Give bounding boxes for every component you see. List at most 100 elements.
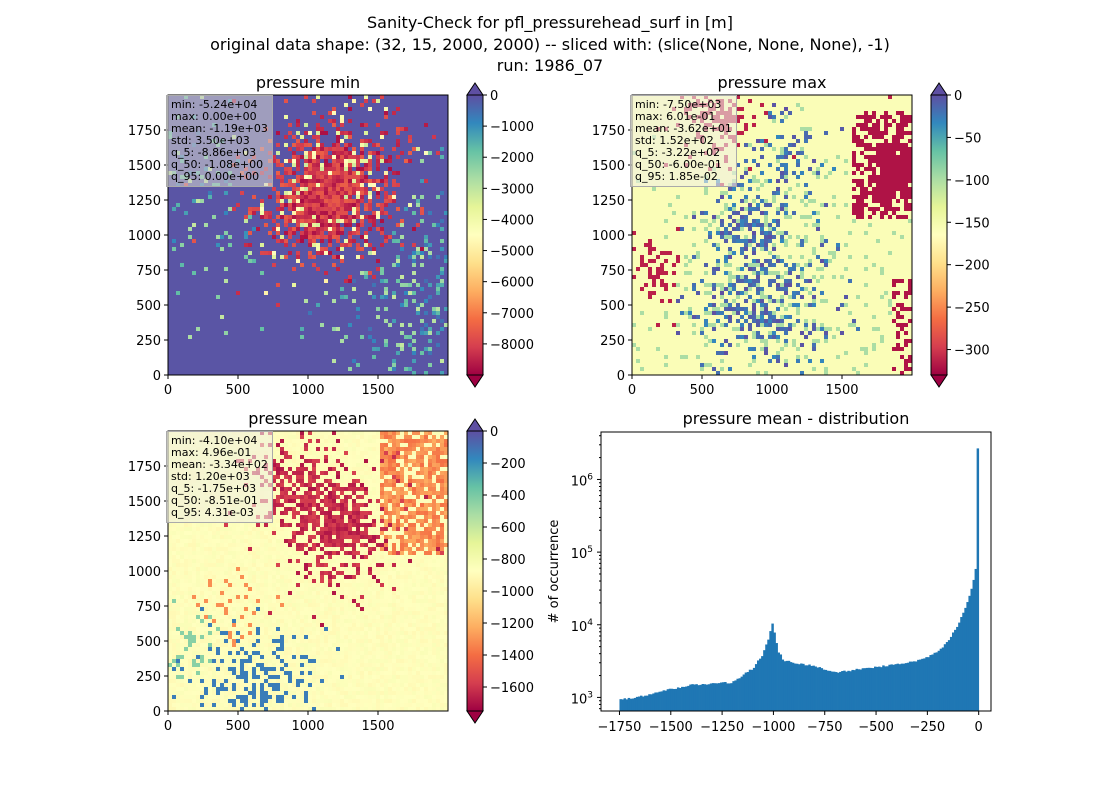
heatmap-cell — [292, 319, 297, 324]
heatmap-cell — [252, 279, 257, 284]
heatmap-cell — [428, 211, 433, 216]
heatmap-cell — [272, 239, 277, 244]
heatmap-cell — [296, 143, 301, 148]
heatmap-cell — [308, 247, 313, 252]
heatmap-cell — [368, 215, 373, 220]
heatmap-cell — [396, 251, 401, 256]
heatmap-cell — [260, 283, 265, 288]
heatmap-cell — [412, 303, 417, 308]
heatmap-cell — [420, 115, 425, 120]
heatmap-cell — [180, 103, 185, 108]
heatmap-cell — [320, 223, 325, 228]
heatmap-cell — [304, 223, 309, 228]
heatmap-cell — [308, 131, 313, 136]
heatmap-cell — [232, 227, 237, 232]
heatmap-cell — [424, 295, 429, 300]
heatmap-cell — [264, 131, 269, 136]
heatmap-cell — [176, 255, 181, 260]
heatmap-cell — [264, 243, 269, 248]
heatmap-cell — [272, 283, 277, 288]
heatmap-cell — [436, 363, 441, 368]
heatmap-cell — [172, 303, 177, 308]
heatmap-cell — [336, 99, 341, 104]
heatmap-cell — [212, 195, 217, 200]
heatmap-cell — [204, 135, 209, 140]
heatmap-cell — [228, 143, 233, 148]
heatmap-cell — [300, 275, 305, 280]
heatmap-cell — [404, 291, 409, 296]
heatmap-cell — [432, 203, 437, 208]
heatmap-cell — [356, 211, 361, 216]
heatmap-cell — [208, 359, 213, 364]
heatmap-cell — [316, 199, 321, 204]
heatmap-cell — [180, 295, 185, 300]
heatmap-cell — [284, 247, 289, 252]
heatmap-cell — [204, 243, 209, 248]
heatmap-cell — [260, 339, 265, 344]
heatmap-cell — [400, 303, 405, 308]
heatmap-cell — [268, 199, 273, 204]
heatmap-cell — [312, 331, 317, 336]
heatmap-cell — [312, 131, 317, 136]
heatmap-cell — [176, 355, 181, 360]
heatmap-cell — [204, 303, 209, 308]
heatmap-cell — [352, 327, 357, 332]
heatmap-cell — [260, 331, 265, 336]
heatmap-cell — [284, 315, 289, 320]
heatmap-cell — [260, 235, 265, 240]
heatmap-cell — [244, 251, 249, 256]
heatmap-cell — [432, 303, 437, 308]
heatmap-cell — [200, 195, 205, 200]
heatmap-cell — [424, 319, 429, 324]
heatmap-cell — [256, 147, 261, 152]
heatmap-cell — [392, 319, 397, 324]
heatmap-cell — [204, 143, 209, 148]
heatmap-cell — [232, 167, 237, 172]
heatmap-cell — [280, 283, 285, 288]
heatmap-cell — [432, 187, 437, 192]
heatmap-cell — [276, 283, 281, 288]
heatmap-cell — [304, 219, 309, 224]
heatmap-cell — [244, 183, 249, 188]
heatmap-cell — [224, 359, 229, 364]
heatmap-cell — [376, 175, 381, 180]
heatmap-cell — [428, 363, 433, 368]
heatmap-cell — [172, 131, 177, 136]
heatmap-cell — [212, 335, 217, 340]
heatmap-cell — [404, 295, 409, 300]
heatmap-cell — [256, 271, 261, 276]
heatmap-cell — [320, 359, 325, 364]
heatmap-cell — [172, 359, 177, 364]
heatmap-cell — [296, 303, 301, 308]
heatmap-cell — [236, 123, 241, 128]
heatmap-cell — [364, 259, 369, 264]
heatmap-cell — [292, 243, 297, 248]
heatmap-cell — [364, 323, 369, 328]
heatmap-cell — [288, 355, 293, 360]
heatmap-cell — [280, 143, 285, 148]
heatmap-cell — [368, 275, 373, 280]
heatmap-cell — [336, 163, 341, 168]
heatmap-cell — [288, 111, 293, 116]
heatmap-cell — [400, 155, 405, 160]
heatmap-cell — [300, 227, 305, 232]
heatmap-cell — [320, 283, 325, 288]
heatmap-cell — [364, 327, 369, 332]
heatmap-cell — [392, 191, 397, 196]
heatmap-cell — [288, 327, 293, 332]
heatmap-cell — [216, 187, 221, 192]
heatmap-cell — [416, 355, 421, 360]
heatmap-cell — [212, 371, 217, 376]
heatmap-cell — [308, 179, 313, 184]
heatmap-cell — [356, 219, 361, 224]
heatmap-cell — [296, 99, 301, 104]
heatmap-cell — [240, 183, 245, 188]
heatmap-cell — [420, 315, 425, 320]
heatmap-cell — [364, 203, 369, 208]
heatmap-cell — [180, 163, 185, 168]
heatmap-cell — [356, 259, 361, 264]
heatmap-cell — [304, 151, 309, 156]
heatmap-cell — [212, 115, 217, 120]
heatmap-cell — [304, 299, 309, 304]
heatmap-cell — [168, 159, 173, 164]
